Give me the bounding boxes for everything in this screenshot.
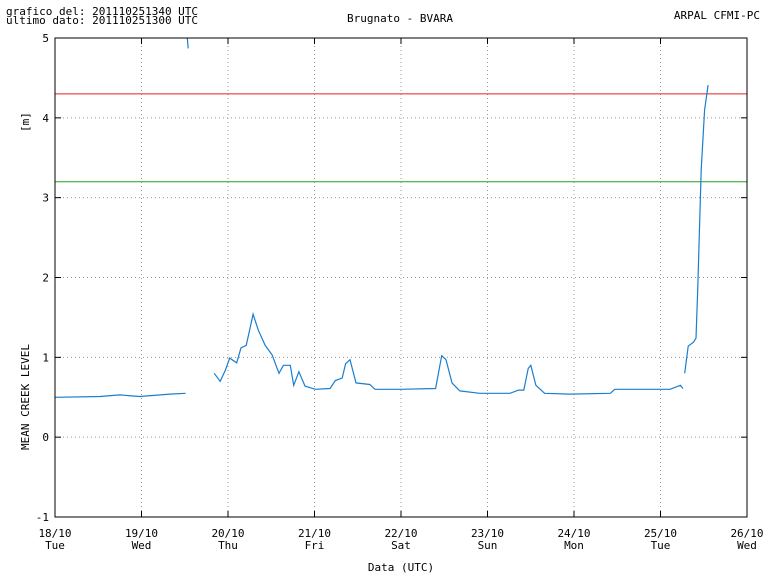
x-tick-label: 25/10 (644, 527, 677, 540)
plot-frame (54, 37, 748, 518)
x-axis-label: Data (UTC) (368, 561, 434, 574)
header-left: grafico del: 201110251340 UTC (6, 5, 198, 18)
x-tick-label: 18/10 (38, 527, 71, 540)
x-tick-label: 22/10 (384, 527, 417, 540)
header-left: ultimo dato: 201110251300 UTC (6, 14, 198, 27)
x-tick-day: Tue (45, 539, 65, 552)
y-tick-label: -1 (36, 511, 49, 524)
x-tick-label: 26/10 (730, 527, 763, 540)
header-right: ARPAL CFMI-PC (674, 9, 760, 22)
x-tick-label: 21/10 (298, 527, 331, 540)
y-tick-label: 3 (42, 192, 49, 205)
x-tick-day: Thu (218, 539, 238, 552)
y-axis-unit: [m] (19, 112, 32, 132)
y-tick-label: 0 (42, 431, 49, 444)
x-tick-label: 19/10 (125, 527, 158, 540)
x-tick-day: Fri (305, 539, 325, 552)
x-tick-day: Mon (564, 539, 584, 552)
x-tick-day: Sat (391, 539, 411, 552)
x-tick-label: 24/10 (557, 527, 590, 540)
x-tick-day: Tue (651, 539, 671, 552)
y-tick-label: 2 (42, 272, 49, 285)
x-tick-label: 20/10 (211, 527, 244, 540)
x-tick-day: Sun (478, 539, 498, 552)
y-tick-label: 5 (42, 32, 49, 45)
data-line (54, 37, 709, 398)
y-axis-label: MEAN CREEK LEVEL (19, 344, 32, 450)
x-tick-day: Wed (132, 539, 152, 552)
chart-title: Brugnato - BVARA (347, 12, 453, 25)
y-tick-label: 4 (42, 112, 49, 125)
x-tick-label: 23/10 (471, 527, 504, 540)
x-tick-day: Wed (737, 539, 757, 552)
y-tick-label: 1 (42, 351, 49, 364)
